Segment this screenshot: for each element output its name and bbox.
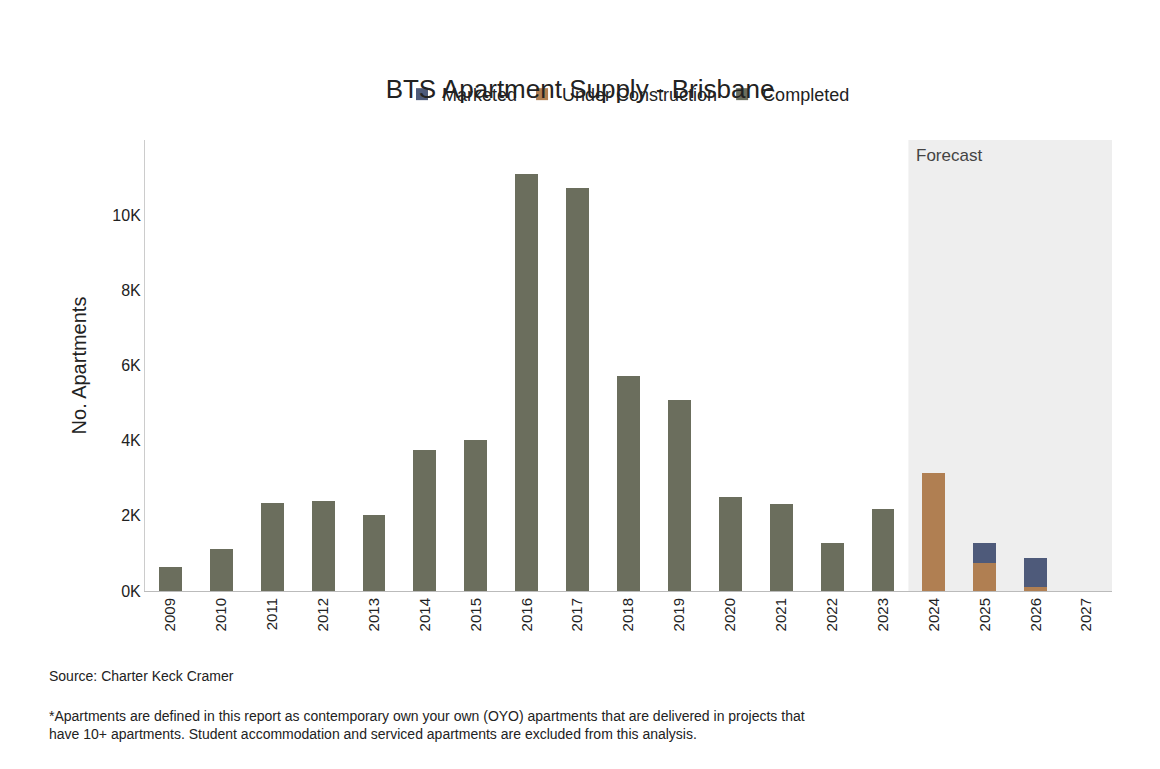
svg-text:2010: 2010 [212,598,229,631]
svg-text:2017: 2017 [568,598,585,631]
svg-text:2018: 2018 [619,598,636,631]
svg-text:Source: Charter Keck Cramer: Source: Charter Keck Cramer [49,668,234,684]
svg-text:2014: 2014 [416,598,433,631]
svg-text:2019: 2019 [670,598,687,631]
svg-text:2016: 2016 [518,598,535,631]
svg-text:0K: 0K [121,583,141,600]
svg-text:2024: 2024 [925,598,942,631]
svg-text:6K: 6K [121,357,141,374]
svg-text:4K: 4K [121,432,141,449]
svg-text:Under Construction: Under Construction [562,85,717,105]
svg-text:2020: 2020 [721,598,738,631]
svg-text:2009: 2009 [161,598,178,631]
svg-text:BTS Apartment Supply - Brisban: BTS Apartment Supply - Brisbane [386,74,775,104]
svg-text:2021: 2021 [772,598,789,631]
svg-text:2013: 2013 [365,598,382,631]
svg-text:2025: 2025 [976,598,993,631]
svg-text:Forecast: Forecast [916,146,982,165]
svg-text:*Apartments are defined in thi: *Apartments are defined in this report a… [49,708,805,742]
svg-text:2K: 2K [121,507,141,524]
svg-text:Completed: Completed [762,85,849,105]
svg-text:2023: 2023 [874,598,891,631]
svg-text:2027: 2027 [1077,598,1094,631]
svg-text:2011: 2011 [263,598,280,630]
svg-text:2012: 2012 [314,598,331,631]
svg-text:2015: 2015 [467,598,484,631]
svg-text:No. Apartments: No. Apartments [68,297,90,435]
svg-text:2026: 2026 [1027,598,1044,631]
svg-text:8K: 8K [121,282,141,299]
svg-text:10K: 10K [112,207,141,224]
svg-text:2022: 2022 [823,598,840,631]
svg-text:Marketed: Marketed [442,85,517,105]
